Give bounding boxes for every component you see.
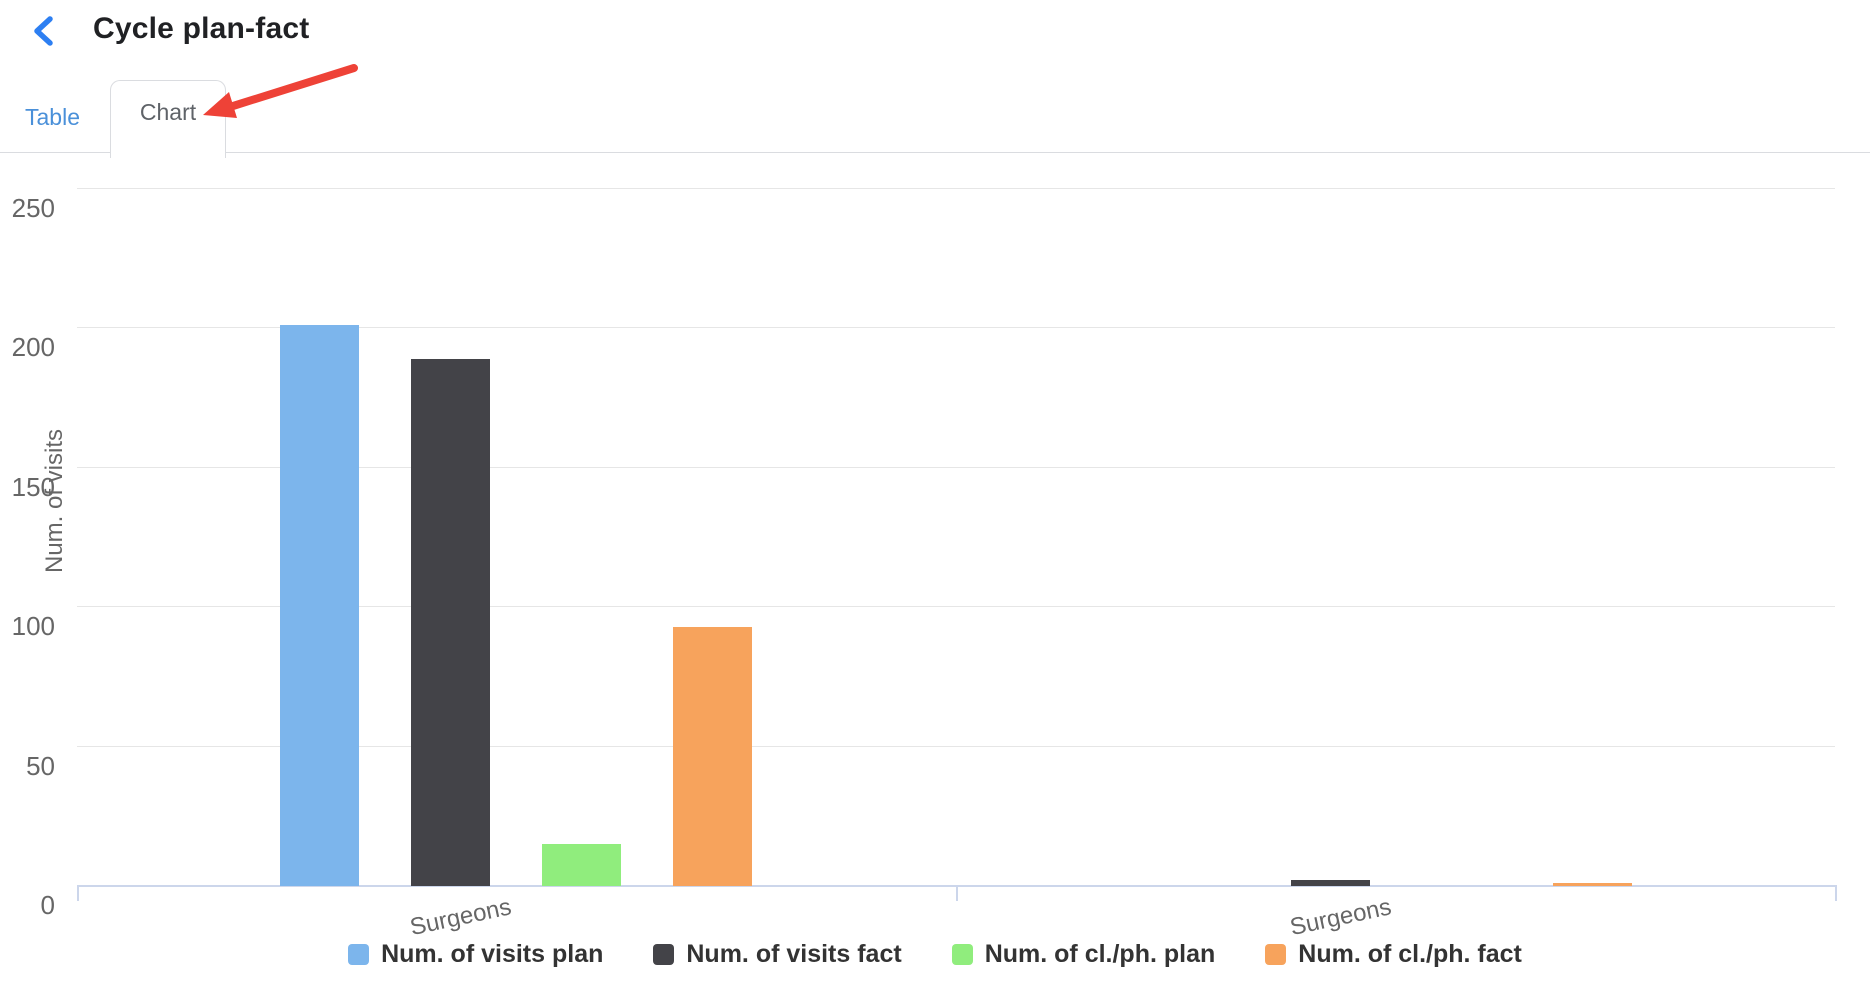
legend-label: Num. of visits plan (381, 940, 604, 968)
y-axis-title: Num. of visits (41, 429, 68, 574)
bar-num-of-visits-fact-cat1[interactable] (1291, 880, 1370, 886)
chevron-left-icon (34, 16, 53, 46)
bar-num-of-visits-fact-cat0[interactable] (411, 358, 490, 886)
annotation-arrow-icon (203, 64, 358, 118)
tab-table[interactable]: Table (25, 103, 80, 130)
legend-label: Num. of cl./ph. plan (984, 940, 1216, 968)
gridline-50 (77, 745, 1835, 747)
y-tick-label-200: 200 (11, 332, 55, 362)
y-tick-label-50: 50 (26, 750, 55, 781)
x-axis-tick-0 (77, 885, 79, 901)
gridline-250 (77, 187, 1835, 189)
legend-item-0[interactable]: Num. of visits plan (348, 940, 603, 969)
back-button[interactable] (28, 12, 62, 50)
legend-swatch-icon (951, 944, 973, 965)
x-axis-tick-2 (1835, 885, 1837, 901)
legend-label: Num. of cl./ph. fact (1298, 940, 1522, 968)
tab-chart[interactable]: Chart (110, 80, 226, 158)
gridline-150 (77, 466, 1835, 468)
legend-item-1[interactable]: Num. of visits fact (653, 940, 902, 969)
legend-item-2[interactable]: Num. of cl./ph. plan (951, 940, 1216, 969)
legend-item-3[interactable]: Num. of cl./ph. fact (1265, 940, 1522, 969)
legend-swatch-icon (348, 944, 370, 965)
y-tick-label-250: 250 (11, 192, 55, 223)
page-title: Cycle plan-fact (93, 12, 310, 45)
legend-swatch-icon (653, 944, 675, 965)
x-axis-tick-1 (956, 885, 958, 901)
bar-num-of-visits-plan-cat0[interactable] (280, 325, 359, 886)
y-tick-label-100: 100 (11, 611, 55, 641)
gridline-100 (77, 606, 1835, 607)
legend-label: Num. of visits fact (686, 940, 902, 968)
legend-swatch-icon (1265, 944, 1287, 965)
chart-legend: Num. of visits plan Num. of visits fact Nu… (0, 940, 1870, 969)
gridline-200 (77, 327, 1835, 328)
bar-num-of-cl-ph-fact-cat0[interactable] (673, 626, 752, 886)
tabbar-divider (0, 152, 1870, 153)
chart-area: 0 50 100 150 200 250 Surgeons Surgeons Num. of v… (0, 153, 1870, 991)
bar-num-of-cl-ph-plan-cat0[interactable] (542, 844, 621, 886)
y-tick-label-150: 150 (11, 471, 55, 502)
y-tick-label-0: 0 (40, 890, 55, 920)
bar-num-of-cl-ph-fact-cat1[interactable] (1553, 883, 1632, 886)
